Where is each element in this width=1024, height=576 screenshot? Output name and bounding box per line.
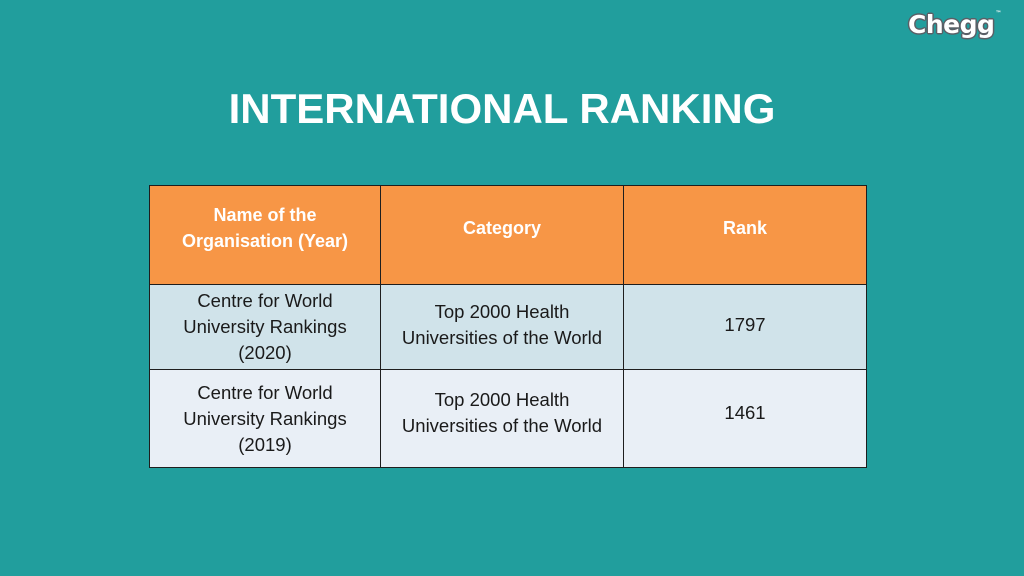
cell-rank: 1797 xyxy=(623,284,867,370)
cell-category: Top 2000 Health Universities of the Worl… xyxy=(380,284,624,370)
table-row: Centre for World University Rankings (20… xyxy=(149,369,867,468)
header-rank: Rank xyxy=(623,185,867,285)
cell-category: Top 2000 Health Universities of the Worl… xyxy=(380,369,624,468)
table-header-row: Name of the Organisation (Year) Category… xyxy=(149,185,867,285)
page-title: INTERNATIONAL RANKING xyxy=(228,85,776,132)
chegg-logo: Chegg™ xyxy=(908,10,1001,39)
header-organisation: Name of the Organisation (Year) xyxy=(149,185,381,285)
cell-organisation: Centre for World University Rankings (20… xyxy=(149,369,381,468)
logo-text: Chegg xyxy=(908,10,995,39)
header-category: Category xyxy=(380,185,624,285)
ranking-table: Name of the Organisation (Year) Category… xyxy=(149,185,867,468)
table-row: Centre for World University Rankings (20… xyxy=(149,284,867,370)
cell-organisation: Centre for World University Rankings (20… xyxy=(149,284,381,370)
cell-rank: 1461 xyxy=(623,369,867,468)
trademark-symbol: ™ xyxy=(995,10,1001,17)
